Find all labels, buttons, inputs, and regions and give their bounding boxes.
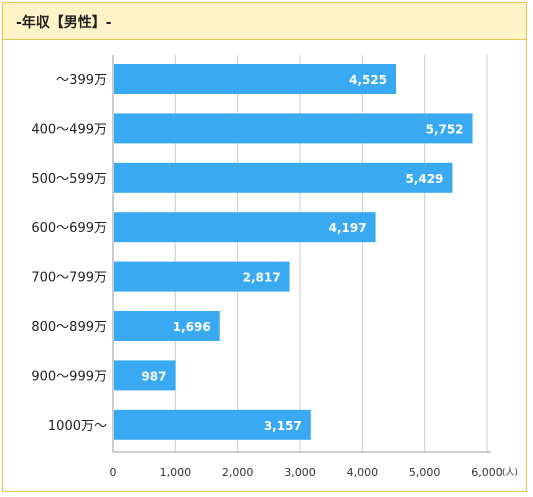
y-tick-label: 400～499万 <box>31 122 107 137</box>
chart-header: -年収【男性】- <box>3 3 526 40</box>
x-tick-label: 3,000 <box>284 466 316 479</box>
data-label: 5,429 <box>405 172 443 186</box>
bar <box>114 162 453 193</box>
bar <box>114 360 176 391</box>
y-tick-label: 700～799万 <box>31 271 107 286</box>
bar <box>114 64 397 94</box>
y-tick-label: 600～699万 <box>31 221 107 236</box>
x-tick-label: 6,000 <box>471 466 503 479</box>
bar <box>114 409 311 440</box>
bar-layer: 4,525 5,752 5,429 4,197 2,817 1,696 987 3,157 <box>114 64 473 440</box>
axis-layer: ～399万 400～499万 500～599万 600～699万 700～799万 800… <box>31 73 518 479</box>
data-label: 987 <box>141 369 166 383</box>
bar <box>114 113 473 144</box>
data-label: 5,752 <box>426 122 464 136</box>
bar <box>114 212 376 243</box>
y-tick-label: 1000万～ <box>48 419 107 434</box>
x-tick-label: 2,000 <box>222 466 254 479</box>
y-tick-label: 900～999万 <box>31 369 107 384</box>
x-tick-label: 0 <box>110 466 117 479</box>
bar <box>114 261 290 292</box>
x-tick-label: 5,000 <box>409 466 441 479</box>
data-label: 1,696 <box>173 320 211 334</box>
y-tick-label: ～399万 <box>56 73 107 88</box>
data-label: 3,157 <box>264 419 302 433</box>
y-tick-label: 500～599万 <box>31 172 107 187</box>
data-label: 4,525 <box>349 73 387 87</box>
chart-title: -年収【男性】- <box>16 15 112 31</box>
data-label: 4,197 <box>329 221 367 235</box>
bar <box>114 311 220 341</box>
y-tick-label: 800～899万 <box>31 320 107 335</box>
x-tick-label: 4,000 <box>347 466 379 479</box>
data-label: 2,817 <box>243 271 281 285</box>
x-unit-label: (人) <box>502 467 518 478</box>
x-tick-label: 1,000 <box>160 466 192 479</box>
